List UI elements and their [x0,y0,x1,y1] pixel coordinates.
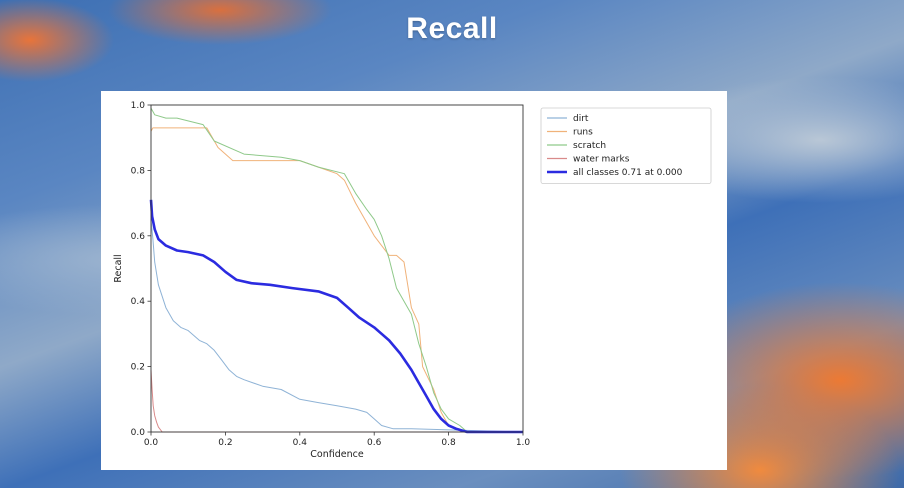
x-tick-label: 1.0 [516,438,531,448]
axis-ticks: 0.0 0.2 0.4 0.6 0.8 1.0 0.0 0.2 0.4 0.6 0.8 1.0 [131,101,531,448]
recall-chart: 0.0 0.2 0.4 0.6 0.8 1.0 0.0 0.2 0.4 0.6 0.8 1.0 Con… [113,101,712,460]
x-tick-label: 0.4 [293,438,308,448]
legend-entry: all classes 0.71 at 0.000 [573,168,683,178]
y-tick-label: 0.8 [131,166,146,176]
plot-frame [150,104,524,433]
series-line-2 [150,108,523,433]
x-tick-label: 0.6 [367,438,382,448]
y-tick-label: 0.2 [131,363,145,373]
y-tick-label: 0.0 [131,428,146,438]
legend: dirt runs scratch water marks all classes 0.… [540,107,712,184]
legend-entry: dirt [573,114,589,124]
y-tick-label: 0.6 [131,232,146,242]
x-tick-label: 0.2 [218,438,232,448]
x-tick-label: 0.0 [144,438,159,448]
series-line-0 [150,219,524,433]
y-axis-label: Recall [113,254,124,282]
series-line-4 [149,199,523,434]
series-line-3 [150,369,523,433]
legend-box [540,107,712,184]
page-title: Recall [406,12,498,45]
x-tick-label: 0.8 [441,438,456,448]
series-line-1 [150,127,523,433]
series-lines [149,108,524,434]
x-axis-label: Confidence [310,449,364,460]
chart-panel: 0.0 0.2 0.4 0.6 0.8 1.0 0.0 0.2 0.4 0.6 0.8 1.0 Con… [101,91,727,470]
y-tick-label: 0.4 [131,297,146,307]
legend-entry: water marks [573,155,630,165]
legend-entry: runs [573,128,593,138]
legend-entry: scratch [573,141,606,151]
y-tick-label: 1.0 [131,101,146,111]
